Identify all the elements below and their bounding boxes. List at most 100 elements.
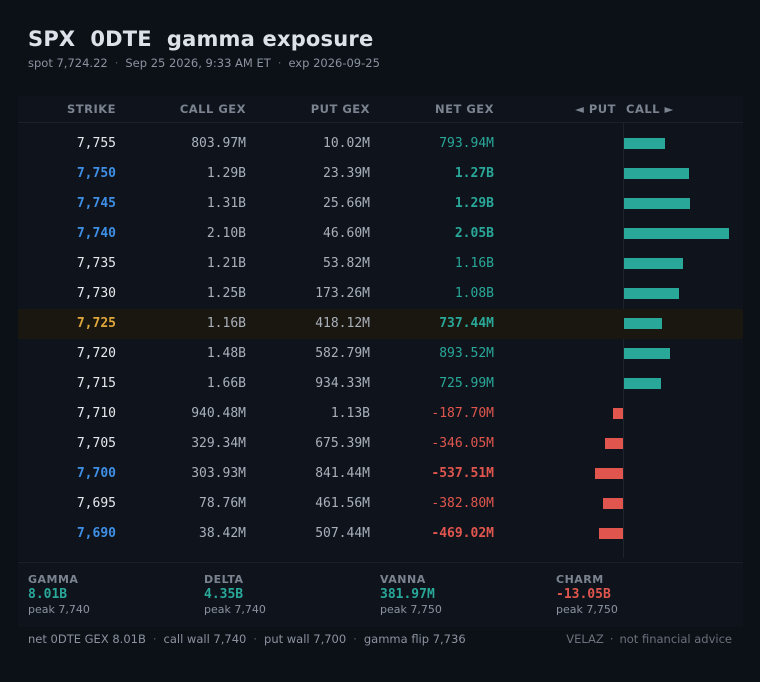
net-gex-bar [613,408,623,419]
put-gex-cell: 461.56M [315,496,370,511]
strike-cell: 7,725 [76,316,116,331]
subtitle: spot 7,724.22 · Sep 25 2026, 9:33 AM ET · ex… [28,56,380,70]
net-gex-bar [599,528,623,539]
put-gex-cell: 582.79M [315,346,370,361]
put-wall: put wall 7,700 [264,632,347,646]
table-row: 7,700 303.93M 841.44M -537.51M [18,459,743,489]
net-gex-bar [624,348,670,359]
table-row: 7,755 803.97M 10.02M 793.94M [18,129,743,159]
call-gex-cell: 803.97M [191,136,246,151]
strike-cell: 7,700 [76,466,116,481]
net-gex-cell: 893.52M [439,346,494,361]
net-gex-cell: 1.27B [454,166,494,181]
net-gex-cell: -187.70M [431,406,494,421]
stat-peak: peak 7,740 [28,603,90,616]
stat-value: -13.05B [556,587,611,602]
strike-cell: 7,750 [76,166,116,181]
table-header: STRIKE CALL GEX PUT GEX NET GEX ◄ PUT CA… [18,96,743,123]
strike-cell: 7,695 [76,496,116,511]
col-net-gex: NET GEX [435,102,494,116]
gamma-flip: gamma flip 7,736 [363,632,466,646]
call-gex-cell: 78.76M [199,496,246,511]
stat-label: CHARM [556,573,604,586]
disclaimer: not financial advice [619,632,732,646]
net-gex-cell: 2.05B [454,226,494,241]
net-gex-bar [603,498,623,509]
net-gex-cell: -382.80M [431,496,494,511]
stat-label: DELTA [204,573,244,586]
col-strike: STRIKE [66,102,116,116]
net-gex-cell: 737.44M [439,316,494,331]
table-row: 7,745 1.31B 25.66M 1.29B [18,189,743,219]
spot-price: spot 7,724.22 [28,56,108,70]
stat-peak: peak 7,740 [204,603,266,616]
greeks-summary: GAMMA 8.01B peak 7,740 DELTA 4.35B peak 7,740… [18,562,743,627]
stat-value: 8.01B [28,587,68,602]
footer-brand: VELAZ · not financial advice [566,632,732,646]
stat-value: 4.35B [204,587,244,602]
table-row: 7,695 78.76M 461.56M -382.80M [18,489,743,519]
call-gex-cell: 1.66B [206,376,246,391]
strike-cell: 7,705 [76,436,116,451]
net-gex-cell: 1.08B [454,286,494,301]
net-gex-bar [605,438,623,449]
put-gex-cell: 1.13B [330,406,370,421]
page-title: SPX 0DTE gamma exposure [28,27,374,51]
call-gex-cell: 329.34M [191,436,246,451]
table-row: 7,715 1.66B 934.33M 725.99M [18,369,743,399]
strike-cell: 7,715 [76,376,116,391]
call-gex-cell: 303.93M [191,466,246,481]
strike-cell: 7,735 [76,256,116,271]
call-gex-cell: 2.10B [206,226,246,241]
put-gex-cell: 46.60M [323,226,370,241]
net-gex-cell: 793.94M [439,136,494,151]
put-gex-cell: 675.39M [315,436,370,451]
strike-cell: 7,745 [76,196,116,211]
table-row: 7,710 940.48M 1.13B -187.70M [18,399,743,429]
stat-vanna: VANNA 381.97M peak 7,750 [380,573,442,616]
stat-label: VANNA [380,573,426,586]
expiry-date: exp 2026-09-25 [288,56,380,70]
put-gex-cell: 23.39M [323,166,370,181]
net-gex-bar [624,228,729,239]
table-row: 7,720 1.48B 582.79M 893.52M [18,339,743,369]
strike-cell: 7,730 [76,286,116,301]
table-row: 7,750 1.29B 23.39M 1.27B [18,159,743,189]
table-row: 7,725 1.16B 418.12M 737.44M [18,309,743,339]
strike-cell: 7,740 [76,226,116,241]
put-gex-cell: 173.26M [315,286,370,301]
net-gex-total: net 0DTE GEX 8.01B [28,632,146,646]
put-gex-cell: 841.44M [315,466,370,481]
call-gex-cell: 1.25B [206,286,246,301]
net-gex-bar [624,378,661,389]
stat-peak: peak 7,750 [380,603,442,616]
table-row: 7,690 38.42M 507.44M -469.02M [18,519,743,549]
call-gex-cell: 1.29B [206,166,246,181]
table-row: 7,730 1.25B 173.26M 1.08B [18,279,743,309]
net-gex-bar [624,138,665,149]
table-row: 7,735 1.21B 53.82M 1.16B [18,249,743,279]
net-gex-bar [624,288,679,299]
net-gex-cell: -346.05M [431,436,494,451]
footer-metrics: net 0DTE GEX 8.01B · call wall 7,740 · put w… [28,632,466,646]
net-gex-bar [624,168,689,179]
put-gex-cell: 53.82M [323,256,370,271]
net-gex-cell: 725.99M [439,376,494,391]
net-gex-bar [624,318,662,329]
put-gex-cell: 507.44M [315,526,370,541]
stat-gamma: GAMMA 8.01B peak 7,740 [28,573,90,616]
net-gex-bar [595,468,623,479]
net-gex-cell: -537.51M [431,466,494,481]
call-gex-cell: 38.42M [199,526,246,541]
put-gex-cell: 418.12M [315,316,370,331]
call-gex-cell: 1.21B [206,256,246,271]
table-row: 7,740 2.10B 46.60M 2.05B [18,219,743,249]
brand-name: VELAZ [566,632,604,646]
stat-value: 381.97M [380,587,435,602]
strike-cell: 7,720 [76,346,116,361]
col-put-gex: PUT GEX [310,102,370,116]
col-call-gex: CALL GEX [179,102,246,116]
stat-charm: CHARM -13.05B peak 7,750 [556,573,618,616]
stat-peak: peak 7,750 [556,603,618,616]
strike-cell: 7,690 [76,526,116,541]
